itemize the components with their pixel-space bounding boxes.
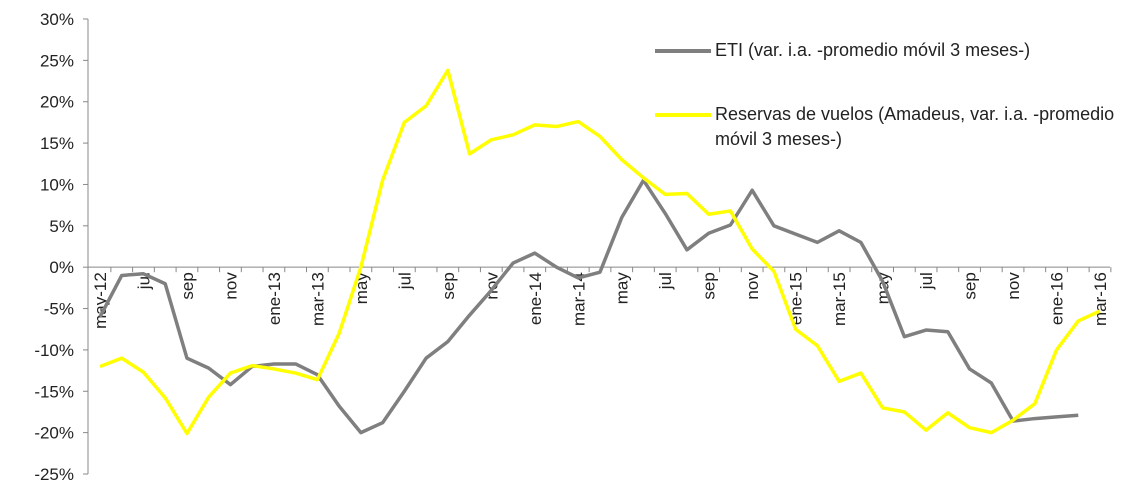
x-tick-label: mar-16 (1091, 272, 1110, 326)
x-tick-label: mar-14 (569, 272, 588, 326)
legend-item: ETI (var. i.a. -promedio móvil 3 meses-) (655, 38, 1135, 63)
x-tick-label: nov (743, 272, 762, 300)
x-tick-label: jul (395, 272, 414, 290)
x-tick-label: sep (178, 272, 197, 299)
x-tick-label: jul (656, 272, 675, 290)
x-tick-label: mar-13 (308, 272, 327, 326)
x-tick-label: sep (439, 272, 458, 299)
x-tick-label: sep (961, 272, 980, 299)
y-tick-label: 15% (40, 134, 74, 153)
series-line (98, 178, 1079, 435)
x-tick-label: may (613, 272, 632, 305)
y-tick-label: -15% (34, 382, 74, 401)
y-tick-label: -5% (44, 300, 74, 319)
x-tick-label: nov (221, 272, 240, 300)
y-tick-label: -25% (34, 465, 74, 484)
x-tick-label: jul (917, 272, 936, 290)
legend-label: ETI (var. i.a. -promedio móvil 3 meses-) (715, 40, 1031, 60)
x-tick-label: ene-14 (526, 272, 545, 325)
legend-swatch (655, 49, 711, 53)
legend-swatch (655, 113, 711, 117)
series-line (99, 68, 1101, 436)
y-tick-label: 30% (40, 10, 74, 29)
legend-label: Reservas de vuelos (Amadeus, var. i.a. -… (715, 104, 1115, 149)
x-tick-label: ene-13 (265, 272, 284, 325)
y-tick-label: 10% (40, 175, 74, 194)
x-tick-label: nov (1004, 272, 1023, 300)
y-tick-label: 5% (49, 217, 74, 236)
x-tick-label: mar-15 (830, 272, 849, 326)
y-tick-label: 25% (40, 51, 74, 70)
y-tick-label: 20% (40, 93, 74, 112)
y-tick-label: 0% (49, 258, 74, 277)
x-tick-label: sep (700, 272, 719, 299)
x-tick-label: ene-16 (1048, 272, 1067, 325)
legend-item: Reservas de vuelos (Amadeus, var. i.a. -… (655, 102, 1135, 152)
y-tick-label: -20% (34, 424, 74, 443)
x-tick-label: may-12 (91, 272, 110, 329)
y-tick-label: -10% (34, 341, 74, 360)
x-tick-label: ene-15 (787, 272, 806, 325)
